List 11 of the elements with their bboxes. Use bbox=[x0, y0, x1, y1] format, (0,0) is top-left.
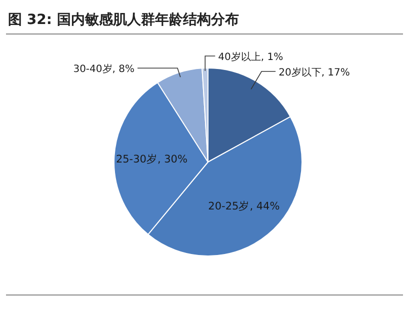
data-label: , 1% bbox=[260, 52, 284, 63]
chart-title: 图 32: 国内敏感肌人群年龄结构分布 bbox=[8, 12, 239, 28]
data-label: , 8% bbox=[112, 64, 134, 76]
slice-label: 30-40岁 bbox=[73, 63, 112, 76]
slice-label: 20岁以下 bbox=[278, 66, 322, 78]
data-label: , 17% bbox=[321, 67, 350, 78]
slice-label: 25-30岁 bbox=[116, 153, 158, 166]
slice-label: 20-25岁 bbox=[208, 200, 250, 212]
data-label: , 30% bbox=[157, 153, 188, 166]
slice-label: 40岁以上 bbox=[218, 51, 261, 63]
data-label: , 44% bbox=[250, 200, 280, 212]
